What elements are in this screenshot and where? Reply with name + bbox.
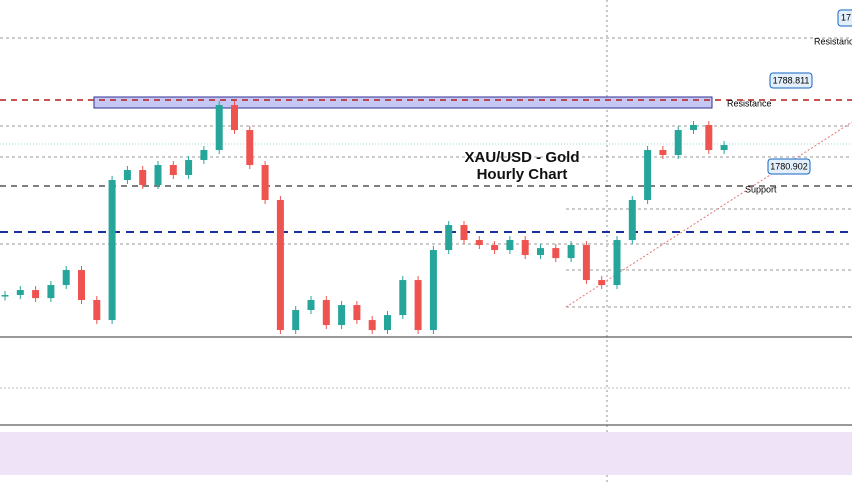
tag-label: 17 [841,12,851,22]
resistance-zone [93,96,713,109]
candle [491,245,499,251]
candle [200,150,208,161]
candle [139,170,147,186]
candle [720,145,728,151]
title-line: XAU/USD - Gold [465,149,580,166]
candle [47,285,55,299]
candle [215,105,223,151]
candle [521,240,529,256]
title-line: Hourly Chart [477,166,568,183]
candle [292,310,300,331]
candle [353,305,361,321]
candle [62,270,70,286]
candle [399,280,407,316]
candle [644,150,652,201]
candle [322,300,330,326]
title: XAU/USD - Gold Hourly Chart [465,149,580,183]
candle [674,130,682,156]
candle [338,305,346,326]
candle [368,320,376,331]
candle [628,200,636,241]
level-tag [769,72,813,89]
candle [307,300,315,311]
level-label: 1788.811 [773,75,810,85]
candle [261,165,269,201]
candle [705,125,713,151]
candle [613,240,621,286]
candle [108,180,116,321]
tag-name: Resistance [814,36,852,46]
candle [154,165,162,186]
candle [659,150,667,156]
candle [246,130,254,166]
level-name: Resistance [727,98,772,108]
rsi-band [0,432,852,475]
candle [1,295,9,297]
candle [78,270,85,301]
level-tag [767,158,811,175]
candle [552,248,560,259]
candle [475,240,483,246]
candle [384,315,391,331]
candle [537,248,544,256]
candle [185,160,193,176]
candle [231,105,238,131]
candle [93,300,101,321]
candle [169,165,177,176]
candle [445,225,453,251]
candle [598,280,606,286]
candle [506,240,514,251]
candle [429,250,437,331]
candle [567,245,575,259]
candle [16,290,24,296]
level-label: 1780.902 [770,161,808,171]
candle [32,290,40,299]
candle [690,125,697,131]
candle [276,200,284,331]
candle [414,280,422,331]
candle [460,225,468,241]
level-name: Support [745,184,777,194]
candle [123,170,131,181]
tag-box [837,9,852,27]
candle [582,245,590,281]
